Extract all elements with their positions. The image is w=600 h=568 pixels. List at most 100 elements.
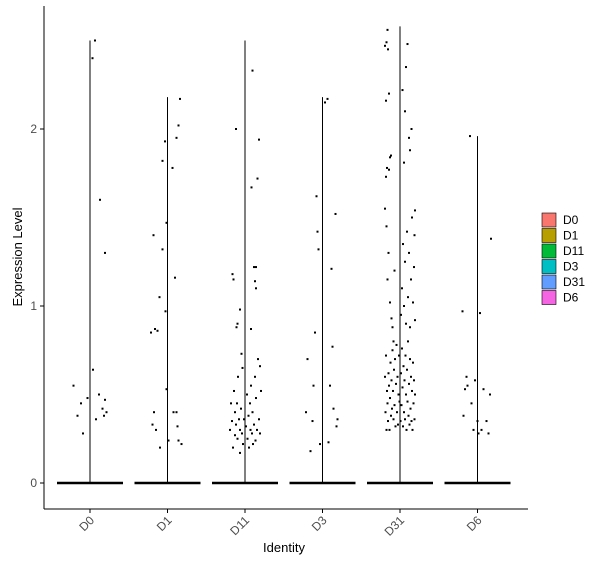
data-point (180, 443, 183, 446)
data-point (241, 432, 243, 435)
data-point (385, 225, 388, 228)
data-point (234, 411, 236, 414)
data-point (392, 418, 395, 421)
data-point (231, 273, 234, 276)
data-point (158, 296, 161, 299)
data-point (259, 365, 261, 368)
data-point (406, 230, 408, 233)
data-point (245, 425, 247, 428)
data-point (410, 420, 413, 423)
data-point (153, 411, 155, 414)
data-point (254, 280, 256, 283)
data-point (240, 407, 242, 410)
data-point (306, 358, 309, 361)
data-point (404, 260, 406, 263)
x-tick-label: D0 (76, 513, 97, 534)
data-point (407, 296, 409, 299)
data-point (396, 411, 398, 414)
y-tick-label: 2 (30, 122, 37, 136)
data-point (72, 384, 75, 387)
data-point (329, 384, 331, 387)
data-point (393, 368, 395, 371)
data-point (155, 428, 157, 431)
data-point (259, 432, 261, 435)
data-point (470, 402, 473, 405)
data-point (413, 379, 415, 382)
data-point (384, 411, 387, 414)
data-point (412, 361, 414, 364)
legend-swatch (541, 212, 557, 228)
data-point (250, 186, 253, 189)
data-point (385, 99, 387, 102)
data-point (385, 175, 387, 178)
data-point (251, 411, 254, 414)
data-point (390, 317, 393, 320)
data-point (410, 128, 413, 130)
data-point (230, 402, 232, 405)
data-point (411, 216, 413, 219)
data-point (408, 382, 410, 385)
data-point (252, 443, 254, 446)
data-point (386, 278, 389, 281)
point-group (72, 28, 492, 454)
data-point (250, 384, 252, 387)
data-point (236, 322, 239, 325)
data-point (403, 305, 405, 307)
data-point (331, 345, 334, 348)
legend-swatch (541, 228, 557, 243)
data-point (465, 375, 468, 378)
data-point (390, 154, 392, 157)
data-point (479, 312, 481, 315)
data-point (410, 278, 412, 281)
data-point (236, 402, 238, 405)
data-point (386, 28, 389, 31)
data-point (82, 432, 84, 435)
data-point (402, 425, 404, 428)
data-point (314, 331, 316, 334)
data-point (255, 287, 257, 290)
data-point (405, 393, 407, 396)
data-point (249, 428, 252, 431)
data-point (235, 423, 237, 426)
data-point (312, 384, 315, 387)
data-point (394, 358, 396, 361)
axes: 0 1 2 D0 D1 D11 D3 D31 D6 (30, 6, 528, 539)
data-point (398, 400, 401, 403)
data-point (161, 159, 164, 162)
data-point (94, 39, 96, 42)
data-point (466, 384, 469, 387)
data-point (326, 97, 329, 100)
data-point (232, 446, 234, 449)
data-point (384, 375, 386, 378)
data-point (104, 251, 106, 254)
data-point (487, 432, 490, 435)
data-point (237, 375, 239, 378)
x-tick-label: D11 (227, 513, 252, 538)
legend-swatch (541, 290, 557, 305)
legend-label: D11 (563, 244, 584, 258)
data-point (400, 372, 402, 375)
data-point (462, 414, 465, 417)
data-point (105, 411, 108, 414)
data-point (172, 411, 175, 414)
data-point (387, 420, 389, 423)
data-point (403, 161, 405, 164)
legend-label: D3 (563, 260, 579, 274)
data-point (150, 331, 152, 334)
data-point (305, 411, 307, 414)
data-point (395, 343, 398, 346)
data-point (80, 402, 82, 405)
data-point (235, 128, 237, 130)
data-point (389, 156, 391, 159)
data-point (101, 407, 104, 410)
data-point (256, 177, 259, 180)
data-point (389, 397, 391, 400)
data-point (251, 432, 253, 435)
data-point (76, 414, 79, 417)
data-point (319, 443, 321, 446)
data-point (392, 340, 395, 343)
data-point (401, 347, 403, 350)
data-point (240, 352, 243, 355)
data-point (231, 420, 233, 423)
data-point (103, 414, 105, 417)
